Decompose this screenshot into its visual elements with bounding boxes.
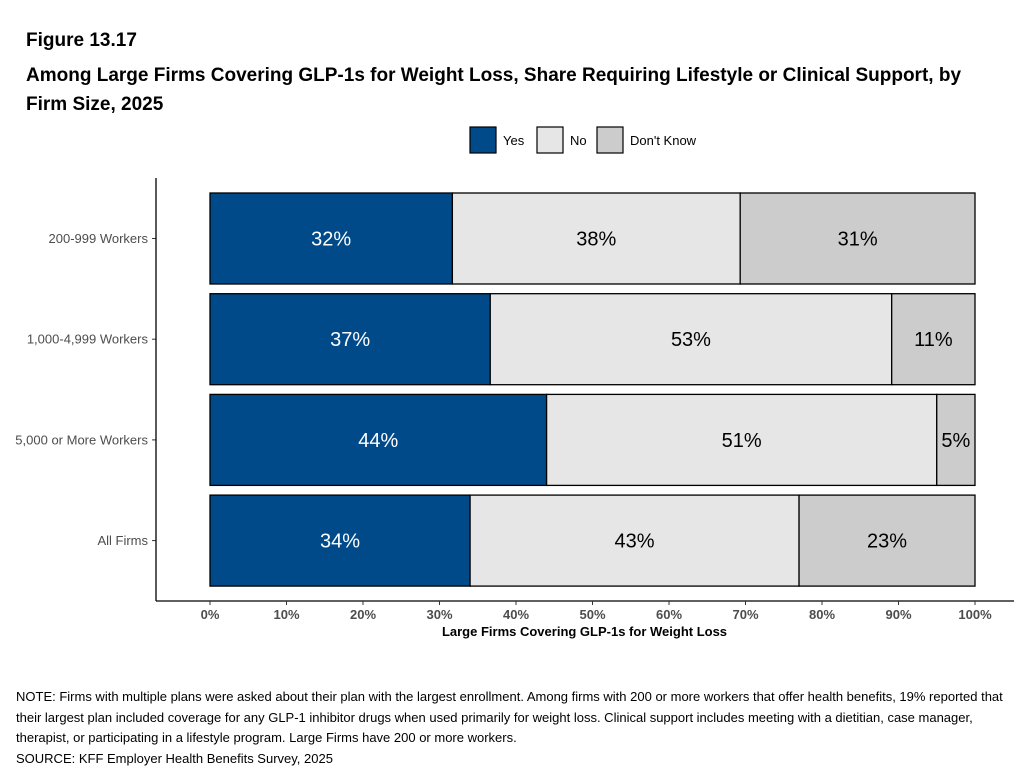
legend-swatch-yes	[469, 126, 497, 154]
x-tick-label-10: 10%	[273, 607, 299, 622]
x-tick-label-40: 40%	[503, 607, 529, 622]
bar-don-t-know-4	[798, 494, 976, 587]
data-label-don-t-know-4: 23%	[867, 531, 907, 553]
note-text: NOTE: Firms with multiple plans were ask…	[16, 689, 1003, 745]
data-label-don-t-know-2: 11%	[914, 329, 953, 351]
bar-yes-4	[209, 494, 471, 587]
bar-yes-1	[209, 192, 454, 285]
data-label-yes-3: 44%	[358, 430, 398, 452]
data-label-no-3: 51%	[722, 430, 762, 452]
data-label-yes-2: 37%	[330, 329, 370, 351]
bar-yes-2	[209, 293, 491, 386]
x-tick-label-30: 30%	[426, 607, 452, 622]
legend-swatch-don-t-know	[596, 126, 624, 154]
data-label-don-t-know-1: 31%	[838, 229, 878, 251]
x-tick-label-50: 50%	[579, 607, 605, 622]
axes: 200-999 Workers 1,000-4,999 Workers 5,000 …	[15, 178, 1014, 639]
data-label-yes-1: 32%	[311, 229, 351, 251]
data-label-no-2: 53%	[671, 329, 711, 351]
bar-no-4	[469, 494, 800, 587]
chart-title: Among Large Firms Covering GLP-1s for We…	[26, 65, 962, 115]
legend-label-don-t-know: Don't Know	[630, 133, 697, 148]
y-tick-label-1: 200-999 Workers	[49, 231, 149, 246]
bar-no-2	[489, 293, 893, 386]
x-tick-label-70: 70%	[732, 607, 758, 622]
chart-notes: NOTE: Firms with multiple plans were ask…	[16, 687, 1006, 769]
legend-swatch-no	[536, 126, 564, 154]
bar-don-t-know-1	[739, 192, 976, 285]
data-label-no-1: 38%	[576, 229, 616, 251]
source-text: SOURCE: KFF Employer Health Benefits Sur…	[16, 750, 333, 766]
data-label-no-4: 43%	[615, 531, 655, 553]
x-tick-label-80: 80%	[809, 607, 835, 622]
x-tick-label-60: 60%	[656, 607, 682, 622]
y-tick-label-4: All Firms	[97, 533, 148, 548]
legend-label-no: No	[570, 133, 587, 148]
figure-label: Figure 13.17	[26, 30, 137, 51]
x-tick-label-90: 90%	[885, 607, 911, 622]
bar-no-1	[451, 192, 741, 285]
legend: Yes No Don't Know	[469, 126, 697, 154]
bar-don-t-know-3	[936, 393, 976, 487]
x-tick-label-100: 100%	[958, 607, 992, 622]
y-tick-label-3: 5,000 or More Workers	[15, 432, 148, 447]
bar-yes-3	[209, 393, 548, 487]
legend-label-yes: Yes	[503, 133, 525, 148]
bar-don-t-know-2	[891, 293, 976, 386]
x-tick-label-20: 20%	[350, 607, 376, 622]
bars: 32% 38% 31% 37% 53% 11% 44% 51% 5% 34% 43% 23%	[209, 192, 976, 587]
y-tick-label-2: 1,000-4,999 Workers	[27, 332, 149, 347]
stacked-bar-chart: Yes No Don't Know 32% 38% 31% 37% 53% 11% 44% 51%…	[15, 126, 1014, 639]
data-label-yes-4: 34%	[320, 531, 360, 553]
x-axis-title: Large Firms Covering GLP-1s for Weight L…	[442, 624, 727, 639]
data-label-don-t-know-3: 5%	[941, 430, 970, 452]
x-tick-label-0: 0%	[201, 607, 220, 622]
